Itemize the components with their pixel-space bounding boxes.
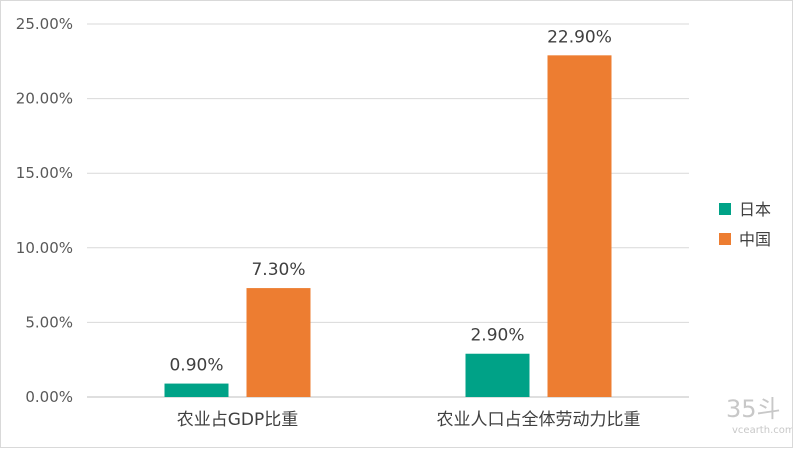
data-label: 2.90% — [470, 326, 524, 346]
y-tick-label: 20.00% — [16, 90, 73, 108]
y-axis-ticks: 0.00% 5.00% 10.00% 15.00% 20.00% 25.00% — [16, 15, 73, 406]
legend-swatch — [719, 203, 731, 215]
watermark-mark: 35斗 — [726, 395, 781, 423]
y-tick-label: 0.00% — [25, 388, 73, 406]
x-axis-categories: 农业占GDP比重 农业人口占全体劳动力比重 — [177, 410, 641, 430]
y-tick-label: 10.00% — [16, 239, 73, 257]
category-label: 农业人口占全体劳动力比重 — [437, 410, 641, 430]
data-labels: 0.90% 7.30% 2.90% 22.90% — [169, 27, 611, 375]
legend-swatch — [719, 233, 731, 245]
legend-label: 中国 — [739, 230, 771, 249]
data-label: 22.90% — [547, 27, 612, 47]
y-tick-label: 5.00% — [25, 313, 73, 331]
watermark: 35斗 vcearth.com — [726, 395, 793, 436]
bar — [164, 383, 229, 397]
y-tick-label: 25.00% — [16, 15, 73, 33]
bars — [164, 55, 612, 397]
bar — [547, 55, 612, 397]
y-tick-label: 15.00% — [16, 164, 73, 182]
category-label: 农业占GDP比重 — [177, 410, 299, 430]
watermark-site: vcearth.com — [732, 425, 792, 436]
bar — [246, 288, 311, 397]
data-label: 7.30% — [251, 260, 305, 280]
bar — [465, 353, 530, 397]
legend-label: 日本 — [739, 200, 771, 219]
data-label: 0.90% — [169, 356, 223, 376]
